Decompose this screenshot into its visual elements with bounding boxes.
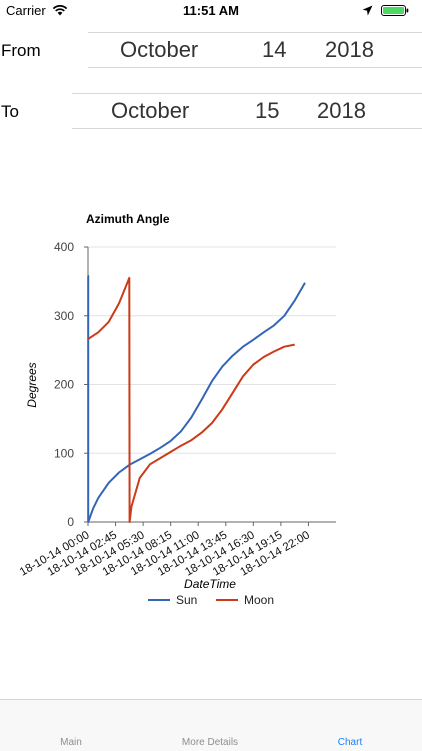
tab-bar: Main More Details Chart — [0, 699, 422, 751]
to-date-picker[interactable]: October 15 2018 — [72, 93, 422, 129]
y-axis-title: Degrees — [25, 362, 39, 407]
from-day-wheel[interactable]: 14 — [262, 37, 287, 62]
series-line-moon — [87, 276, 295, 523]
tab-chart[interactable]: Chart — [337, 737, 363, 748]
carrier-label: Carrier — [6, 3, 46, 18]
y-tick-label: 300 — [54, 309, 74, 323]
tab-more-details[interactable]: More Details — [181, 737, 239, 748]
battery-icon — [381, 5, 409, 16]
to-month-wheel[interactable]: October — [111, 98, 190, 123]
location-arrow-icon — [362, 5, 373, 16]
series-line-sun — [87, 274, 306, 523]
to-day-wheel[interactable]: 15 — [255, 98, 280, 123]
from-month-wheel[interactable]: October — [120, 37, 199, 62]
tab-main[interactable]: Main — [60, 737, 82, 748]
legend-label-moon: Moon — [244, 593, 274, 607]
from-year-wheel[interactable]: 2018 — [325, 37, 374, 62]
y-tick-label: 100 — [54, 446, 74, 460]
status-time: 11:51 AM — [183, 3, 239, 18]
x-axis-title: DateTime — [184, 577, 236, 591]
chart-title: Azimuth Angle — [86, 212, 170, 226]
from-date-picker[interactable]: October 14 2018 — [88, 32, 422, 68]
status-bar: Carrier 11:51 AM — [0, 0, 422, 22]
y-tick-label: 400 — [54, 240, 74, 254]
wifi-icon — [52, 5, 68, 16]
y-tick-label: 200 — [54, 378, 74, 392]
from-label: From — [1, 41, 41, 60]
to-label: To — [1, 102, 19, 121]
y-tick-label: 0 — [67, 515, 74, 529]
to-year-wheel[interactable]: 2018 — [317, 98, 366, 123]
legend-label-sun: Sun — [176, 593, 197, 607]
